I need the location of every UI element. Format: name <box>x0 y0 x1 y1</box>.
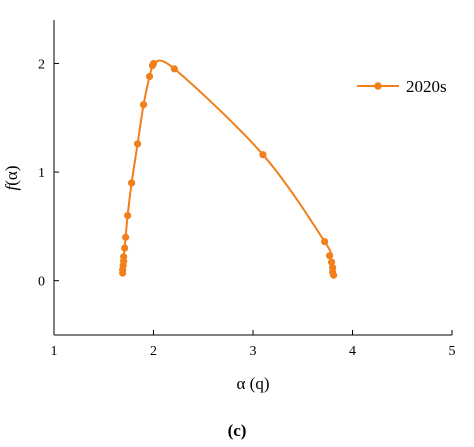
y-axis-label-f: f <box>2 183 21 190</box>
data-point <box>329 271 338 279</box>
data-point <box>124 211 132 220</box>
y-tick-label: 2 <box>38 57 45 72</box>
plot-axes <box>53 20 452 336</box>
y-ticks: 0 1 2 <box>38 57 59 290</box>
y-axis-label: f(α) <box>2 166 21 191</box>
series-layer <box>119 59 338 279</box>
series-line-2020s <box>121 59 335 276</box>
data-point <box>120 253 128 261</box>
x-ticks: 1 2 3 4 5 <box>51 330 456 359</box>
x-tick-label: 4 <box>349 344 356 359</box>
x-tick-label: 1 <box>51 344 58 359</box>
data-point <box>259 151 267 159</box>
legend-marker-2020s <box>374 82 382 90</box>
data-point <box>149 59 158 68</box>
x-axis-label: α (q) <box>237 374 270 393</box>
figure-caption: (c) <box>228 421 247 440</box>
legend: 2020s <box>357 77 447 96</box>
y-axis-label-alpha: (α) <box>2 166 21 186</box>
data-point <box>128 179 136 187</box>
y-tick-label: 0 <box>38 275 45 290</box>
data-point <box>328 258 336 266</box>
data-point <box>122 233 130 241</box>
data-point <box>133 140 142 148</box>
x-tick-label: 3 <box>250 344 257 359</box>
x-tick-label: 5 <box>449 344 456 359</box>
data-point <box>145 72 154 81</box>
data-point <box>139 101 148 109</box>
data-point <box>121 244 129 252</box>
data-point <box>170 65 178 73</box>
legend-label-2020s: 2020s <box>406 77 447 96</box>
x-tick-label: 2 <box>150 344 157 359</box>
y-tick-label: 1 <box>38 166 45 181</box>
data-point <box>321 237 329 246</box>
data-point <box>326 252 334 260</box>
